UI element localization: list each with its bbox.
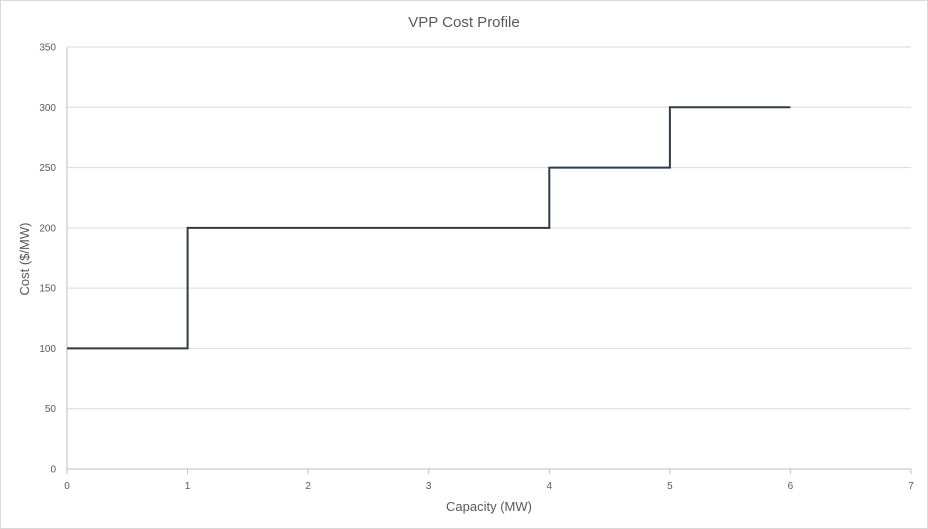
y-tick-labels: 0 50 100 150 200 250 300 350: [39, 43, 56, 476]
y-tick-label: 50: [45, 404, 57, 415]
x-tick-label: 0: [64, 481, 70, 492]
y-tick-label: 350: [39, 43, 56, 54]
axes: [66, 47, 912, 474]
x-tick-label: 3: [426, 481, 432, 492]
x-tick-label: 4: [547, 481, 553, 492]
y-axis-label: Cost ($/MW): [17, 223, 32, 296]
y-tick-label: 300: [39, 103, 56, 114]
x-tick-label: 7: [908, 481, 914, 492]
series-group: [67, 106, 791, 350]
y-tick-label: 0: [50, 465, 56, 476]
series-line-1: [67, 106, 791, 350]
x-tick-label: 1: [185, 481, 191, 492]
x-tick-label: 6: [788, 481, 794, 492]
x-tick-label: 2: [305, 481, 311, 492]
chart-title: VPP Cost Profile: [408, 14, 519, 31]
y-tick-label: 150: [39, 284, 56, 295]
y-tick-label: 100: [39, 344, 56, 355]
y-tick-label: 200: [39, 223, 56, 234]
x-axis-label: Capacity (MW): [446, 499, 532, 514]
x-tick-label: 5: [667, 481, 673, 492]
x-tick-labels: 0 1 2 3 4 5 6 7: [64, 481, 914, 492]
y-tick-label: 250: [39, 163, 56, 174]
